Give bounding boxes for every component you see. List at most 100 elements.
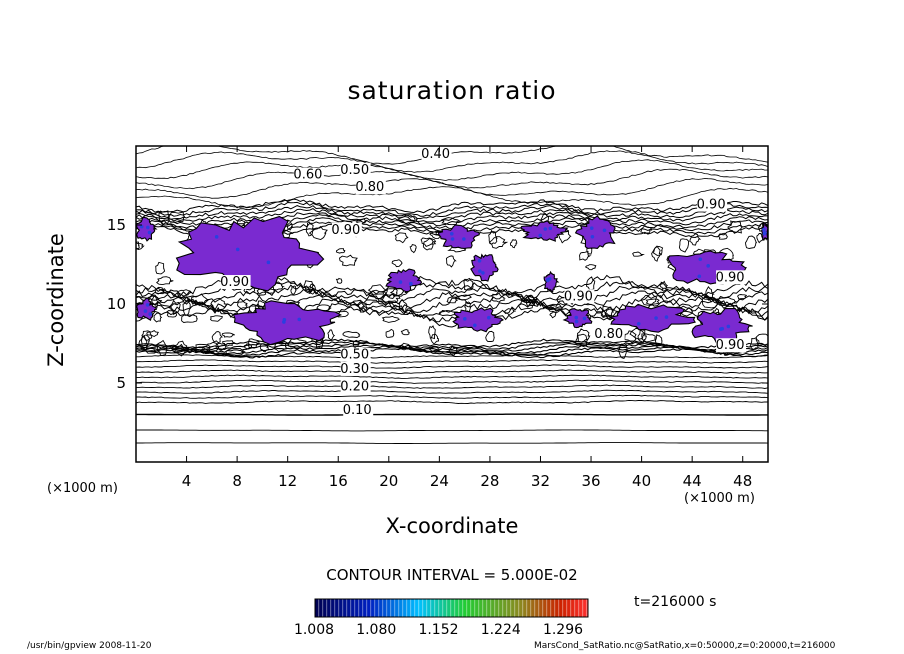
contour-label: 0.30 [340, 362, 369, 377]
contour-label-bg [340, 162, 371, 177]
contour-line [400, 329, 410, 336]
contour-line [136, 198, 768, 214]
contour-line [640, 225, 653, 234]
contour-line [136, 241, 140, 250]
contour-line [705, 285, 715, 301]
contour-line [136, 389, 768, 394]
contour-line [463, 277, 474, 291]
shading-speckle [582, 316, 587, 321]
contour-line [168, 299, 181, 316]
contour-label: 0.90 [697, 198, 726, 213]
x-tick-label: 44 [683, 472, 702, 490]
shading-speckle [486, 315, 491, 320]
contour-line [342, 331, 361, 338]
x-axis-label: X-coordinate [385, 514, 519, 538]
contour-line [221, 332, 235, 338]
chart-title: saturation ratio [347, 76, 557, 105]
x-tick-label: 32 [531, 472, 550, 490]
contour-label: 0.90 [331, 223, 360, 238]
colorbar [314, 598, 589, 618]
contour-line [136, 150, 768, 173]
contour-line [181, 314, 198, 323]
contour-line [504, 307, 517, 315]
contour-line [136, 374, 768, 379]
contour-line [136, 288, 768, 311]
contour-line [136, 364, 768, 369]
contour-line [749, 337, 761, 351]
contour-label: 0.90 [716, 338, 745, 353]
contour-line [579, 250, 592, 261]
contour-line [430, 333, 440, 345]
contour-line [155, 276, 174, 286]
contour-line [488, 229, 498, 245]
contour-line [651, 245, 662, 262]
contour-line [136, 205, 768, 220]
contour-line [659, 280, 669, 291]
contour-line [259, 343, 269, 353]
contour-label-bg [421, 147, 452, 162]
contour-line [136, 168, 768, 190]
contour-label: 0.10 [343, 403, 372, 418]
contour-label: 0.60 [293, 168, 322, 183]
colorbar-tick-label: 1.296 [542, 622, 584, 638]
contour-line [136, 159, 768, 181]
contour-line [136, 429, 768, 432]
contour-line [339, 254, 358, 267]
contour-line [600, 305, 615, 320]
contour-line [136, 413, 768, 416]
shading-speckle [214, 235, 219, 239]
contour-line [309, 283, 317, 295]
supersaturated-region [385, 268, 423, 293]
shading-speckle [664, 315, 669, 319]
contour-line [225, 347, 246, 356]
contour-label-bg [594, 327, 625, 342]
contour-line [520, 294, 537, 304]
z-axis-unit: (×1000 m) [47, 481, 118, 496]
contour-line [448, 345, 458, 357]
contour-line [136, 211, 768, 227]
contour-line [136, 293, 768, 315]
supersaturated-region [608, 303, 696, 333]
contour-line [136, 242, 145, 250]
contour-line [488, 236, 509, 249]
shading-speckle [147, 230, 152, 235]
contour-line [391, 259, 403, 268]
contour-line [136, 343, 768, 355]
supersaturated-region [136, 297, 157, 322]
supersaturated-region [175, 215, 325, 292]
contour-line [509, 238, 518, 249]
contour-line [574, 333, 589, 347]
contour-line [136, 186, 768, 208]
shading-speckle [538, 233, 543, 238]
supersaturated-region [520, 220, 569, 242]
contour-line [305, 221, 315, 237]
contour-label-bg [343, 403, 374, 418]
contour-line [303, 280, 316, 293]
shading-speckle [148, 312, 153, 316]
contour-line [308, 225, 328, 240]
contour-line [243, 343, 253, 350]
supersaturated-region [452, 307, 504, 333]
contour-line [145, 347, 157, 354]
shading-speckle [449, 231, 454, 236]
contour-label: 0.50 [340, 348, 369, 363]
contour-line [136, 146, 768, 165]
contour-line [357, 301, 368, 313]
contour-line [209, 315, 224, 322]
contour-label: 0.20 [340, 379, 369, 394]
contour-line [141, 330, 153, 341]
x-axis-ticks: 4 8 12 16 20 24 28 32 36 40 44 48 [182, 146, 752, 490]
contour-line [584, 264, 597, 271]
shading-speckle [143, 309, 148, 313]
contour-line [755, 333, 768, 347]
contour-line [141, 334, 150, 349]
z-tick-label: 15 [107, 216, 126, 234]
contour-line [190, 346, 205, 353]
shading-speckle [574, 315, 579, 320]
contour-line [273, 342, 288, 353]
contour-line [445, 255, 457, 268]
contour-label: 0.40 [421, 147, 450, 162]
contour-line [237, 301, 248, 310]
x-tick-label: 40 [632, 472, 651, 490]
contour-lines [136, 146, 768, 444]
